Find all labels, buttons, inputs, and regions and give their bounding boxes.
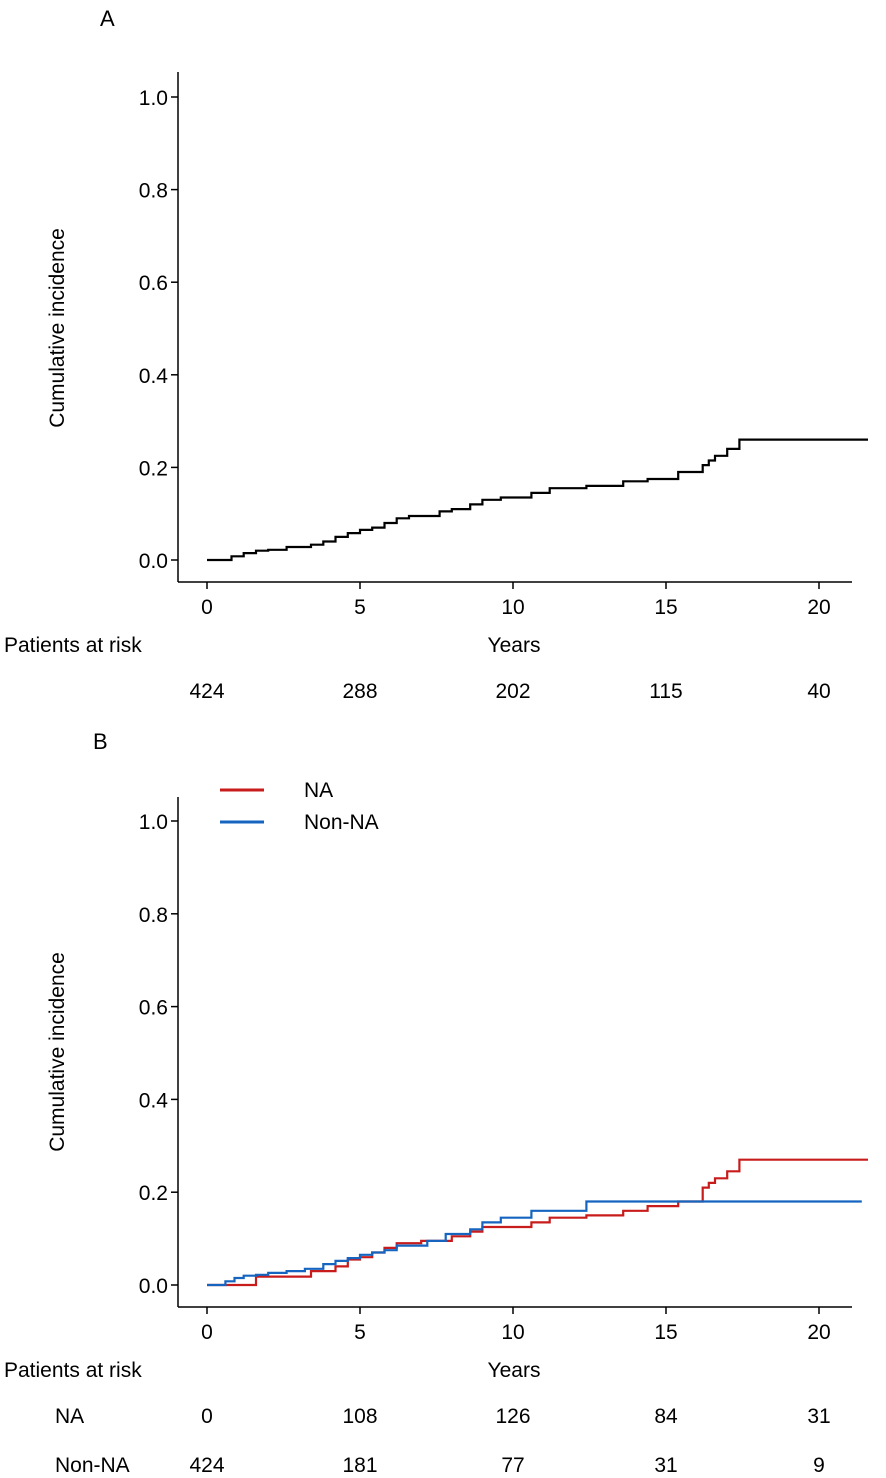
panel-b-risk-table-title: Patients at risk [4, 1359, 142, 1382]
x-tick-label: 0 [201, 1321, 213, 1344]
risk-count: 424 [189, 680, 224, 703]
risk-count: 202 [495, 680, 530, 703]
x-tick-label: 15 [654, 1321, 677, 1344]
risk-count: 40 [807, 680, 830, 703]
x-tick-label: 20 [807, 596, 830, 619]
legend-label-na: NA [304, 779, 333, 802]
risk-count: 181 [342, 1454, 377, 1477]
y-tick-label: 0.4 [139, 365, 169, 388]
x-tick-label: 5 [354, 596, 366, 619]
panel-b-y-axis: 0.0 0.2 0.4 0.6 0.8 1.0 [139, 797, 179, 1307]
risk-count: 424 [189, 1454, 224, 1477]
risk-count: 108 [342, 1405, 377, 1428]
y-tick-label: 0.8 [139, 180, 168, 203]
series-line-non-na [207, 1200, 862, 1287]
panel-b-y-axis-label: Cumulative incidence [46, 952, 69, 1152]
risk-count: 126 [495, 1405, 530, 1428]
x-tick-label: 20 [807, 1321, 830, 1344]
risk-count: 9 [813, 1454, 825, 1477]
risk-count: 31 [807, 1405, 830, 1428]
y-tick-label: 1.0 [139, 811, 168, 834]
panel-b-series [207, 1158, 868, 1287]
series-line-na [207, 1158, 868, 1287]
panel-b-risk-table: 0 108 126 84 31 424 181 77 31 9 [189, 1405, 830, 1477]
legend-label-non-na: Non-NA [304, 811, 379, 834]
panel-a-x-axis-label: Years [488, 634, 541, 657]
panel-b-x-axis: 0 5 10 15 20 [178, 1306, 852, 1344]
panel-a-x-axis: 0 5 10 15 20 [178, 581, 852, 619]
x-tick-label: 0 [201, 596, 213, 619]
risk-count: 115 [649, 680, 682, 703]
panel-a-y-axis-label: Cumulative incidence [46, 228, 69, 428]
y-tick-label: 0.4 [139, 1089, 169, 1112]
y-tick-label: 0.6 [139, 272, 168, 295]
panel-b-label: B [93, 729, 108, 754]
panel-b-risk-row-label-non-na: Non-NA [55, 1454, 130, 1477]
panel-b-legend: NA Non-NA [220, 779, 379, 834]
x-tick-label: 5 [354, 1321, 366, 1344]
panel-a-risk-table-title: Patients at risk [4, 634, 142, 657]
series-line-all-patients [207, 438, 868, 562]
y-tick-label: 0.0 [139, 550, 168, 573]
risk-count: 31 [654, 1454, 677, 1477]
x-tick-label: 15 [654, 596, 677, 619]
risk-count: 77 [501, 1454, 524, 1477]
x-tick-label: 10 [501, 596, 524, 619]
y-tick-label: 0.2 [139, 1182, 168, 1205]
risk-count: 0 [201, 1405, 213, 1428]
y-tick-label: 1.0 [139, 87, 168, 110]
risk-count: 84 [654, 1405, 678, 1428]
panel-b: B Cumulative incidence NA Non-NA 0.00.20… [4, 729, 868, 1477]
panel-b-risk-row-label-na: NA [55, 1405, 84, 1428]
panel-a-series [207, 438, 868, 562]
x-tick-label: 10 [501, 1321, 524, 1344]
y-tick-label: 0.0 [139, 1275, 168, 1298]
y-tick-label: 0.2 [139, 457, 168, 480]
y-tick-label: 0.6 [139, 997, 168, 1020]
panel-a-label: A [100, 6, 115, 31]
panel-a-risk-table: 424 288 202 115 40 [189, 680, 830, 703]
panel-b-x-axis-label: Years [488, 1359, 541, 1382]
panel-a: A Cumulative incidence 0.0 0.2 0.4 0.6 0.8 1.… [4, 6, 868, 703]
risk-count: 288 [342, 680, 377, 703]
panel-a-y-axis: 0.0 0.2 0.4 0.6 0.8 1.0 [139, 72, 179, 582]
y-tick-label: 0.8 [139, 904, 168, 927]
